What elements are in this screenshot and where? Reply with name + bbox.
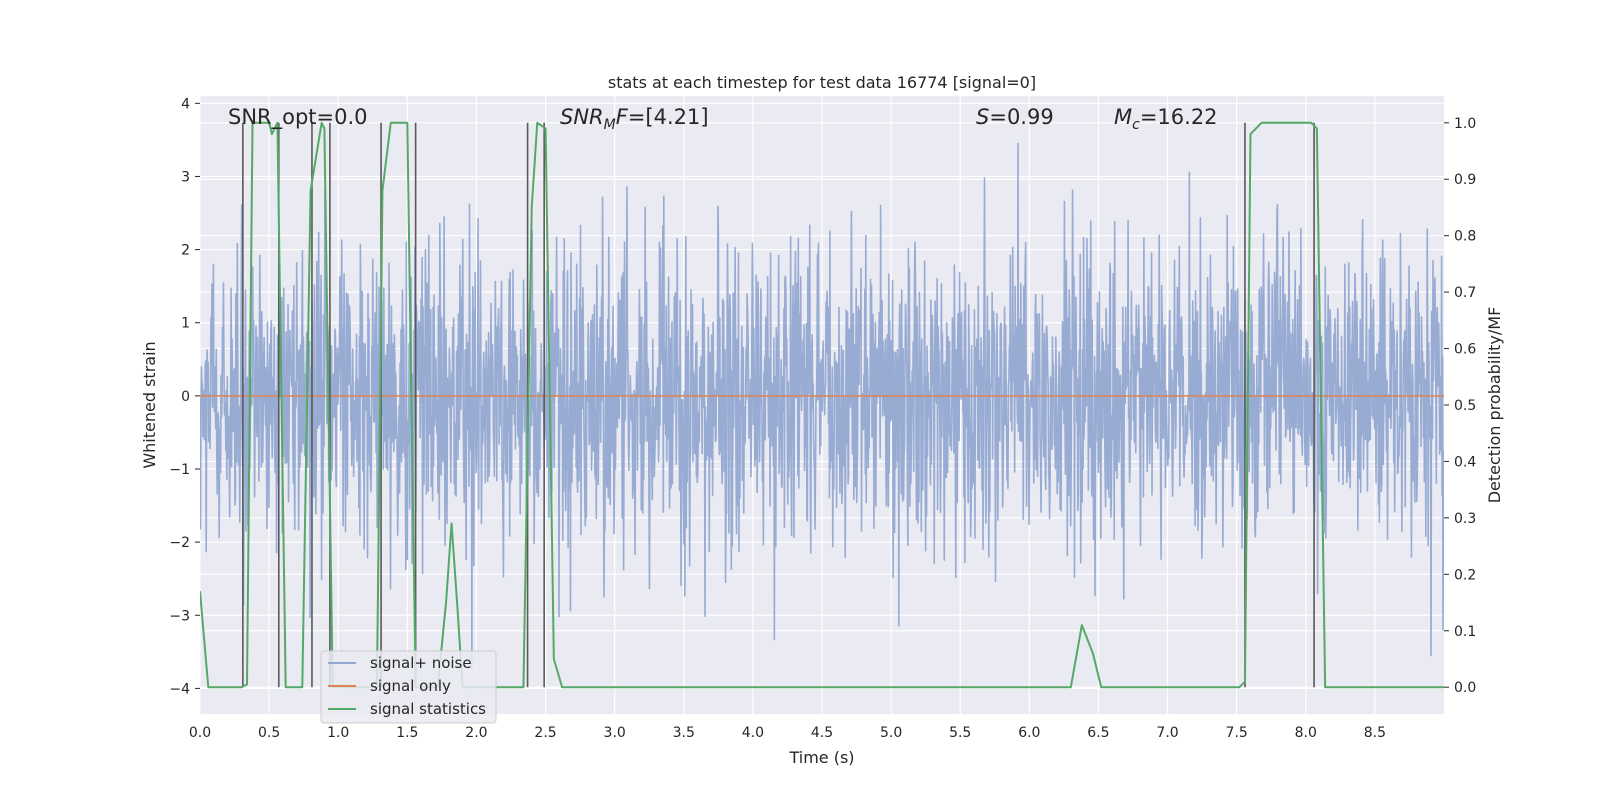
x-tick-label: 2.0 bbox=[465, 725, 487, 741]
y-axis-ticks: −4 −3 −2 −1 0 1 2 3 4 bbox=[169, 96, 200, 697]
annotation-snr-mf: SNRMF=[4.21] bbox=[560, 105, 709, 133]
y2-tick-label: 1.0 bbox=[1454, 116, 1476, 132]
y-tick-label: 4 bbox=[181, 96, 190, 112]
legend-label-signal-statistics: signal statistics bbox=[370, 700, 486, 718]
annotation-mc-value: =16.22 bbox=[1140, 105, 1218, 129]
y-tick-label: −1 bbox=[169, 462, 190, 478]
x-tick-label: 7.5 bbox=[1226, 725, 1248, 741]
series-signal-statistics bbox=[200, 121, 1444, 689]
y2-tick-label: 0.9 bbox=[1454, 172, 1476, 188]
x-tick-label: 0.5 bbox=[258, 725, 280, 741]
legend-box bbox=[320, 650, 497, 724]
x-tick-label: 5.5 bbox=[949, 725, 971, 741]
x-tick-label: 1.0 bbox=[327, 725, 349, 741]
x-tick-label: 4.5 bbox=[811, 725, 833, 741]
y-tick-label: 1 bbox=[181, 316, 190, 332]
y-axis-label: Whitened strain bbox=[140, 341, 159, 468]
event-markers bbox=[242, 122, 1315, 688]
y-tick-label: −2 bbox=[169, 535, 190, 551]
x-tick-label: 4.0 bbox=[742, 725, 764, 741]
annotation-snr-mf-value: =[4.21] bbox=[628, 105, 709, 129]
x-tick-label: 8.5 bbox=[1364, 725, 1386, 741]
y2-tick-label: 0.1 bbox=[1454, 624, 1476, 640]
y2-axis-label: Detection probability/MF bbox=[1485, 307, 1504, 504]
x-tick-label: 0.0 bbox=[189, 725, 211, 741]
y-tick-label: −4 bbox=[169, 681, 190, 697]
y-tick-label: 2 bbox=[181, 243, 190, 259]
x-axis-ticks: 0.0 0.5 1.0 1.5 2.0 2.5 3.0 3.5 4.0 4.5 5.0 5.5 6.0 6… bbox=[189, 725, 1386, 741]
y2-tick-label: 0.2 bbox=[1454, 567, 1476, 583]
x-axis-label: Time (s) bbox=[788, 748, 854, 767]
x-tick-label: 6.5 bbox=[1087, 725, 1109, 741]
legend: signal+ noise signal only signal statist… bbox=[320, 650, 497, 724]
x-tick-label: 1.5 bbox=[396, 725, 418, 741]
x-tick-label: 7.0 bbox=[1156, 725, 1178, 741]
y-tick-label: 0 bbox=[181, 389, 190, 405]
y2-tick-label: 0.0 bbox=[1454, 680, 1476, 696]
x-tick-label: 3.0 bbox=[604, 725, 626, 741]
series-signal-plus-noise bbox=[200, 142, 1444, 668]
legend-label-signal-only: signal only bbox=[370, 677, 451, 695]
y2-tick-label: 0.8 bbox=[1454, 229, 1476, 245]
annotation-snr-opt: SNR_opt=0.0 bbox=[228, 105, 368, 130]
y-tick-label: −3 bbox=[169, 608, 190, 624]
x-tick-label: 2.5 bbox=[534, 725, 556, 741]
y2-tick-label: 0.5 bbox=[1454, 398, 1476, 414]
y-tick-label: 3 bbox=[181, 169, 190, 185]
annotation-s: S=0.99 bbox=[976, 105, 1054, 129]
annotation-mc: Mc=16.22 bbox=[1114, 105, 1218, 133]
y2-tick-label: 0.7 bbox=[1454, 285, 1476, 301]
y2-tick-label: 0.6 bbox=[1454, 342, 1476, 358]
y2-axis-ticks: 0.0 0.1 0.2 0.3 0.4 0.5 0.6 0.7 0.8 0.9 1.0 bbox=[1444, 116, 1476, 696]
x-tick-label: 6.0 bbox=[1018, 725, 1040, 741]
chart-title: stats at each timestep for test data 167… bbox=[608, 73, 1036, 92]
annotation-s-value: =0.99 bbox=[989, 105, 1053, 129]
y2-tick-label: 0.4 bbox=[1454, 454, 1476, 470]
x-tick-label: 8.0 bbox=[1295, 725, 1317, 741]
y2-tick-label: 0.3 bbox=[1454, 511, 1476, 527]
legend-label-signal-plus-noise: signal+ noise bbox=[370, 654, 472, 672]
x-tick-label: 5.0 bbox=[880, 725, 902, 741]
x-tick-label: 3.5 bbox=[673, 725, 695, 741]
